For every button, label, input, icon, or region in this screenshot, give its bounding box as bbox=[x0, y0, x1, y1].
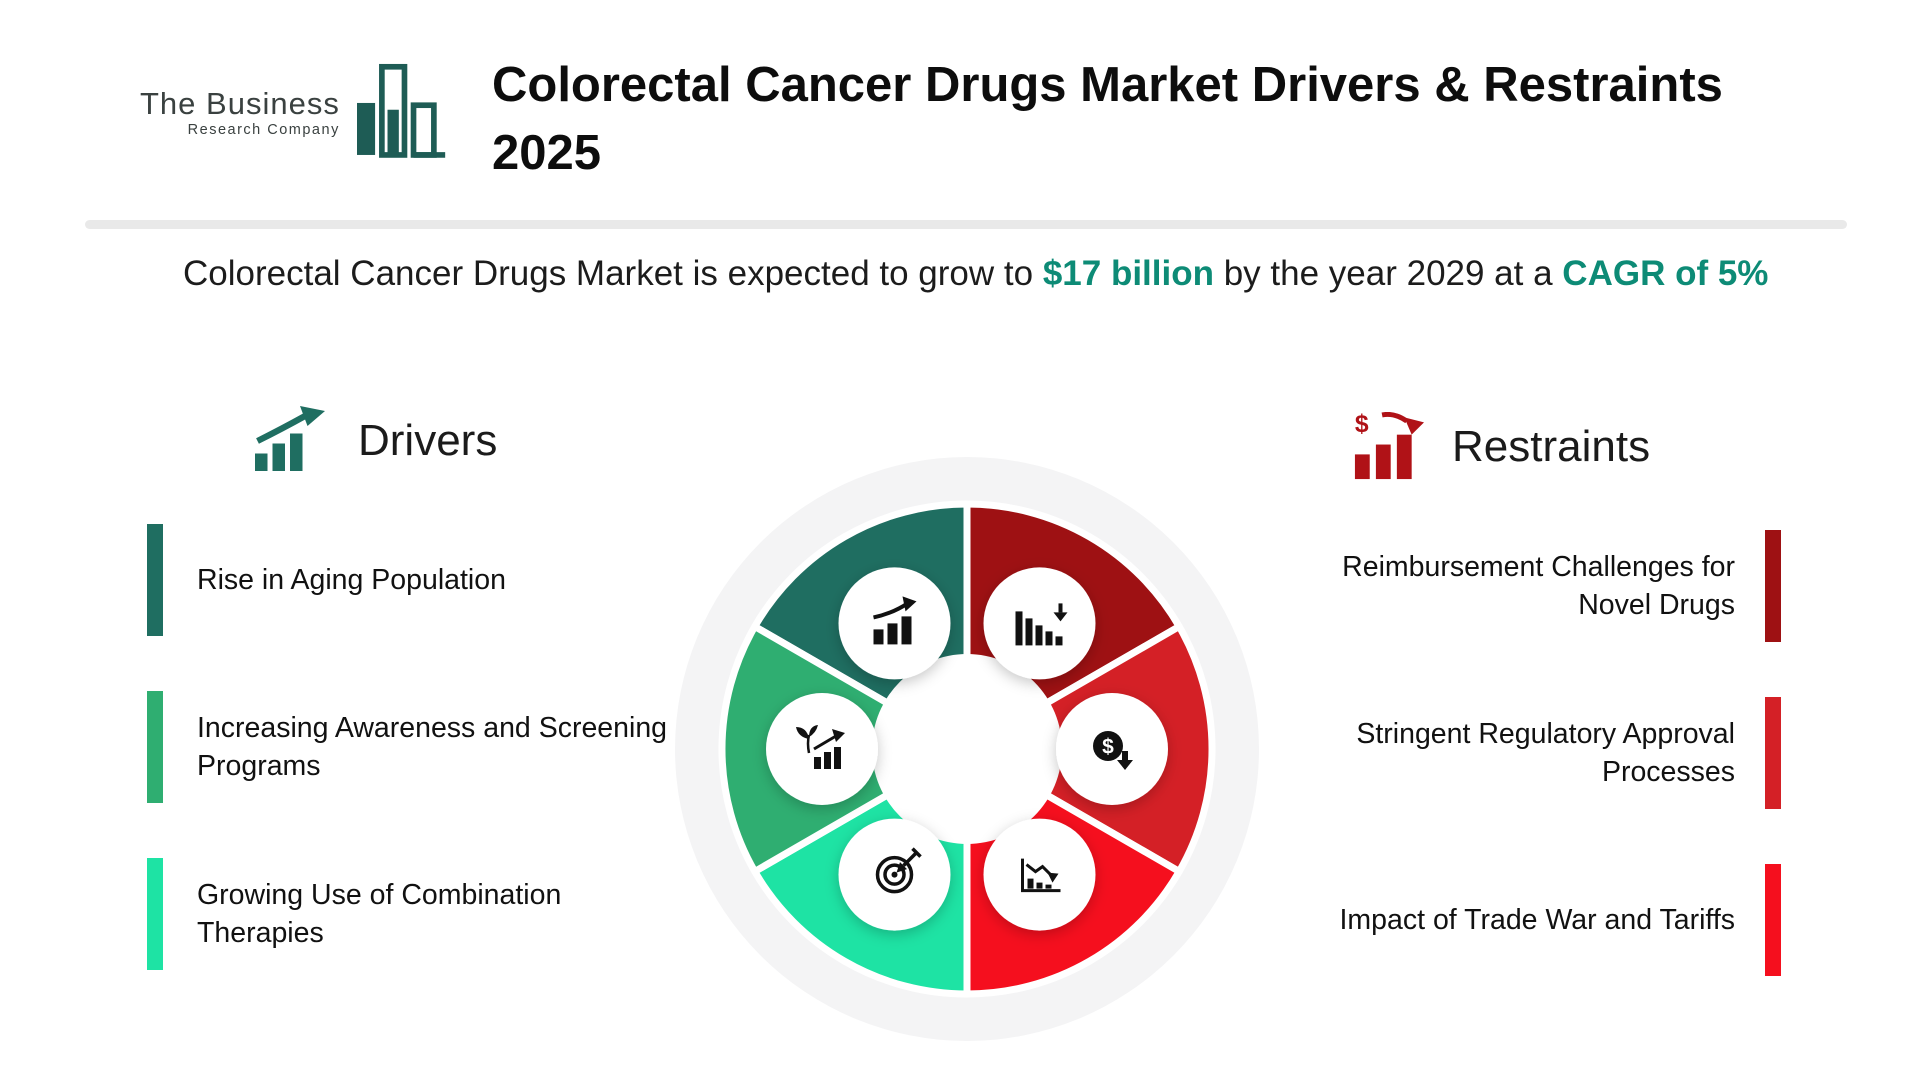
restraint-label: Impact of Trade War and Tariffs bbox=[1339, 903, 1735, 936]
logo-bars-icon bbox=[356, 63, 446, 158]
growth-bars-arrow-icon bbox=[255, 406, 325, 471]
restraint-color-bar bbox=[1765, 864, 1781, 976]
brand-logo: The Business Research Company bbox=[140, 60, 468, 164]
icon-circle bbox=[766, 693, 878, 805]
svg-text:$: $ bbox=[1355, 412, 1369, 438]
summary-cagr: CAGR of 5% bbox=[1562, 254, 1769, 293]
summary-text-middle: by the year 2029 at a bbox=[1223, 254, 1553, 293]
drivers-list: Rise in Aging Population Increasing Awar… bbox=[147, 524, 757, 970]
driver-label: Rise in Aging Population bbox=[197, 563, 506, 596]
dollar-declining-bars-icon: $ bbox=[1354, 412, 1424, 480]
restraints-heading-label: Restraints bbox=[1452, 422, 1651, 471]
driver-color-bar bbox=[147, 524, 163, 636]
target-icon bbox=[875, 847, 922, 894]
brand-name-line1: The Business bbox=[140, 86, 340, 121]
brand-name-line2: Research Company bbox=[187, 122, 340, 138]
restraint-color-bar bbox=[1765, 697, 1781, 809]
driver-color-bar bbox=[147, 691, 163, 803]
brand-name: The Business Research Company bbox=[140, 86, 340, 138]
wheel-center-circle bbox=[872, 654, 1062, 844]
market-summary: Colorectal Cancer Drugs Market is expect… bbox=[183, 250, 1773, 298]
summary-market-value: $17 billion bbox=[1042, 254, 1214, 293]
page-title-year: 2025 bbox=[492, 125, 602, 180]
icon-circle bbox=[983, 567, 1096, 680]
seedling-growth-icon bbox=[796, 725, 845, 769]
list-item: Reimbursement Challenges for Novel Drugs bbox=[1265, 530, 1781, 642]
page-title-main: Colorectal Cancer Drugs Market Drivers &… bbox=[492, 58, 1723, 112]
driver-color-bar bbox=[147, 858, 163, 970]
declining-bars-icon bbox=[1015, 603, 1068, 646]
restraint-label: Reimbursement Challenges for Novel Drugs bbox=[1342, 550, 1735, 621]
restraints-list: Reimbursement Challenges for Novel Drugs… bbox=[1265, 530, 1781, 976]
drivers-heading: Drivers bbox=[250, 406, 497, 476]
drivers-heading-label: Drivers bbox=[358, 416, 498, 465]
icon-circle bbox=[983, 818, 1096, 931]
restraint-label: Stringent Regulatory Approval Processes bbox=[1356, 717, 1735, 788]
growth-chart-icon bbox=[873, 596, 917, 645]
header-divider bbox=[85, 220, 1847, 229]
list-item: Increasing Awareness and Screening Progr… bbox=[147, 691, 757, 803]
restraint-color-bar bbox=[1765, 530, 1781, 642]
segmented-wheel-diagram: $ bbox=[675, 457, 1259, 1041]
list-item: Stringent Regulatory Approval Processes bbox=[1265, 697, 1781, 809]
page-title: Colorectal Cancer Drugs Market Drivers &… bbox=[492, 52, 1872, 187]
list-item: Impact of Trade War and Tariffs bbox=[1265, 864, 1781, 976]
list-item: Rise in Aging Population bbox=[147, 524, 757, 636]
summary-text-start: Colorectal Cancer Drugs Market is expect… bbox=[183, 254, 1034, 293]
dollar-down-icon: $ bbox=[1093, 731, 1133, 770]
declining-line-chart-icon bbox=[1021, 858, 1061, 893]
list-item: Growing Use of Combination Therapies bbox=[147, 858, 757, 970]
driver-label: Growing Use of Combination Therapies bbox=[197, 878, 562, 949]
driver-label: Increasing Awareness and Screening Progr… bbox=[197, 711, 668, 782]
restraints-heading: $ Restraints bbox=[1350, 412, 1650, 482]
svg-text:$: $ bbox=[1102, 736, 1114, 759]
